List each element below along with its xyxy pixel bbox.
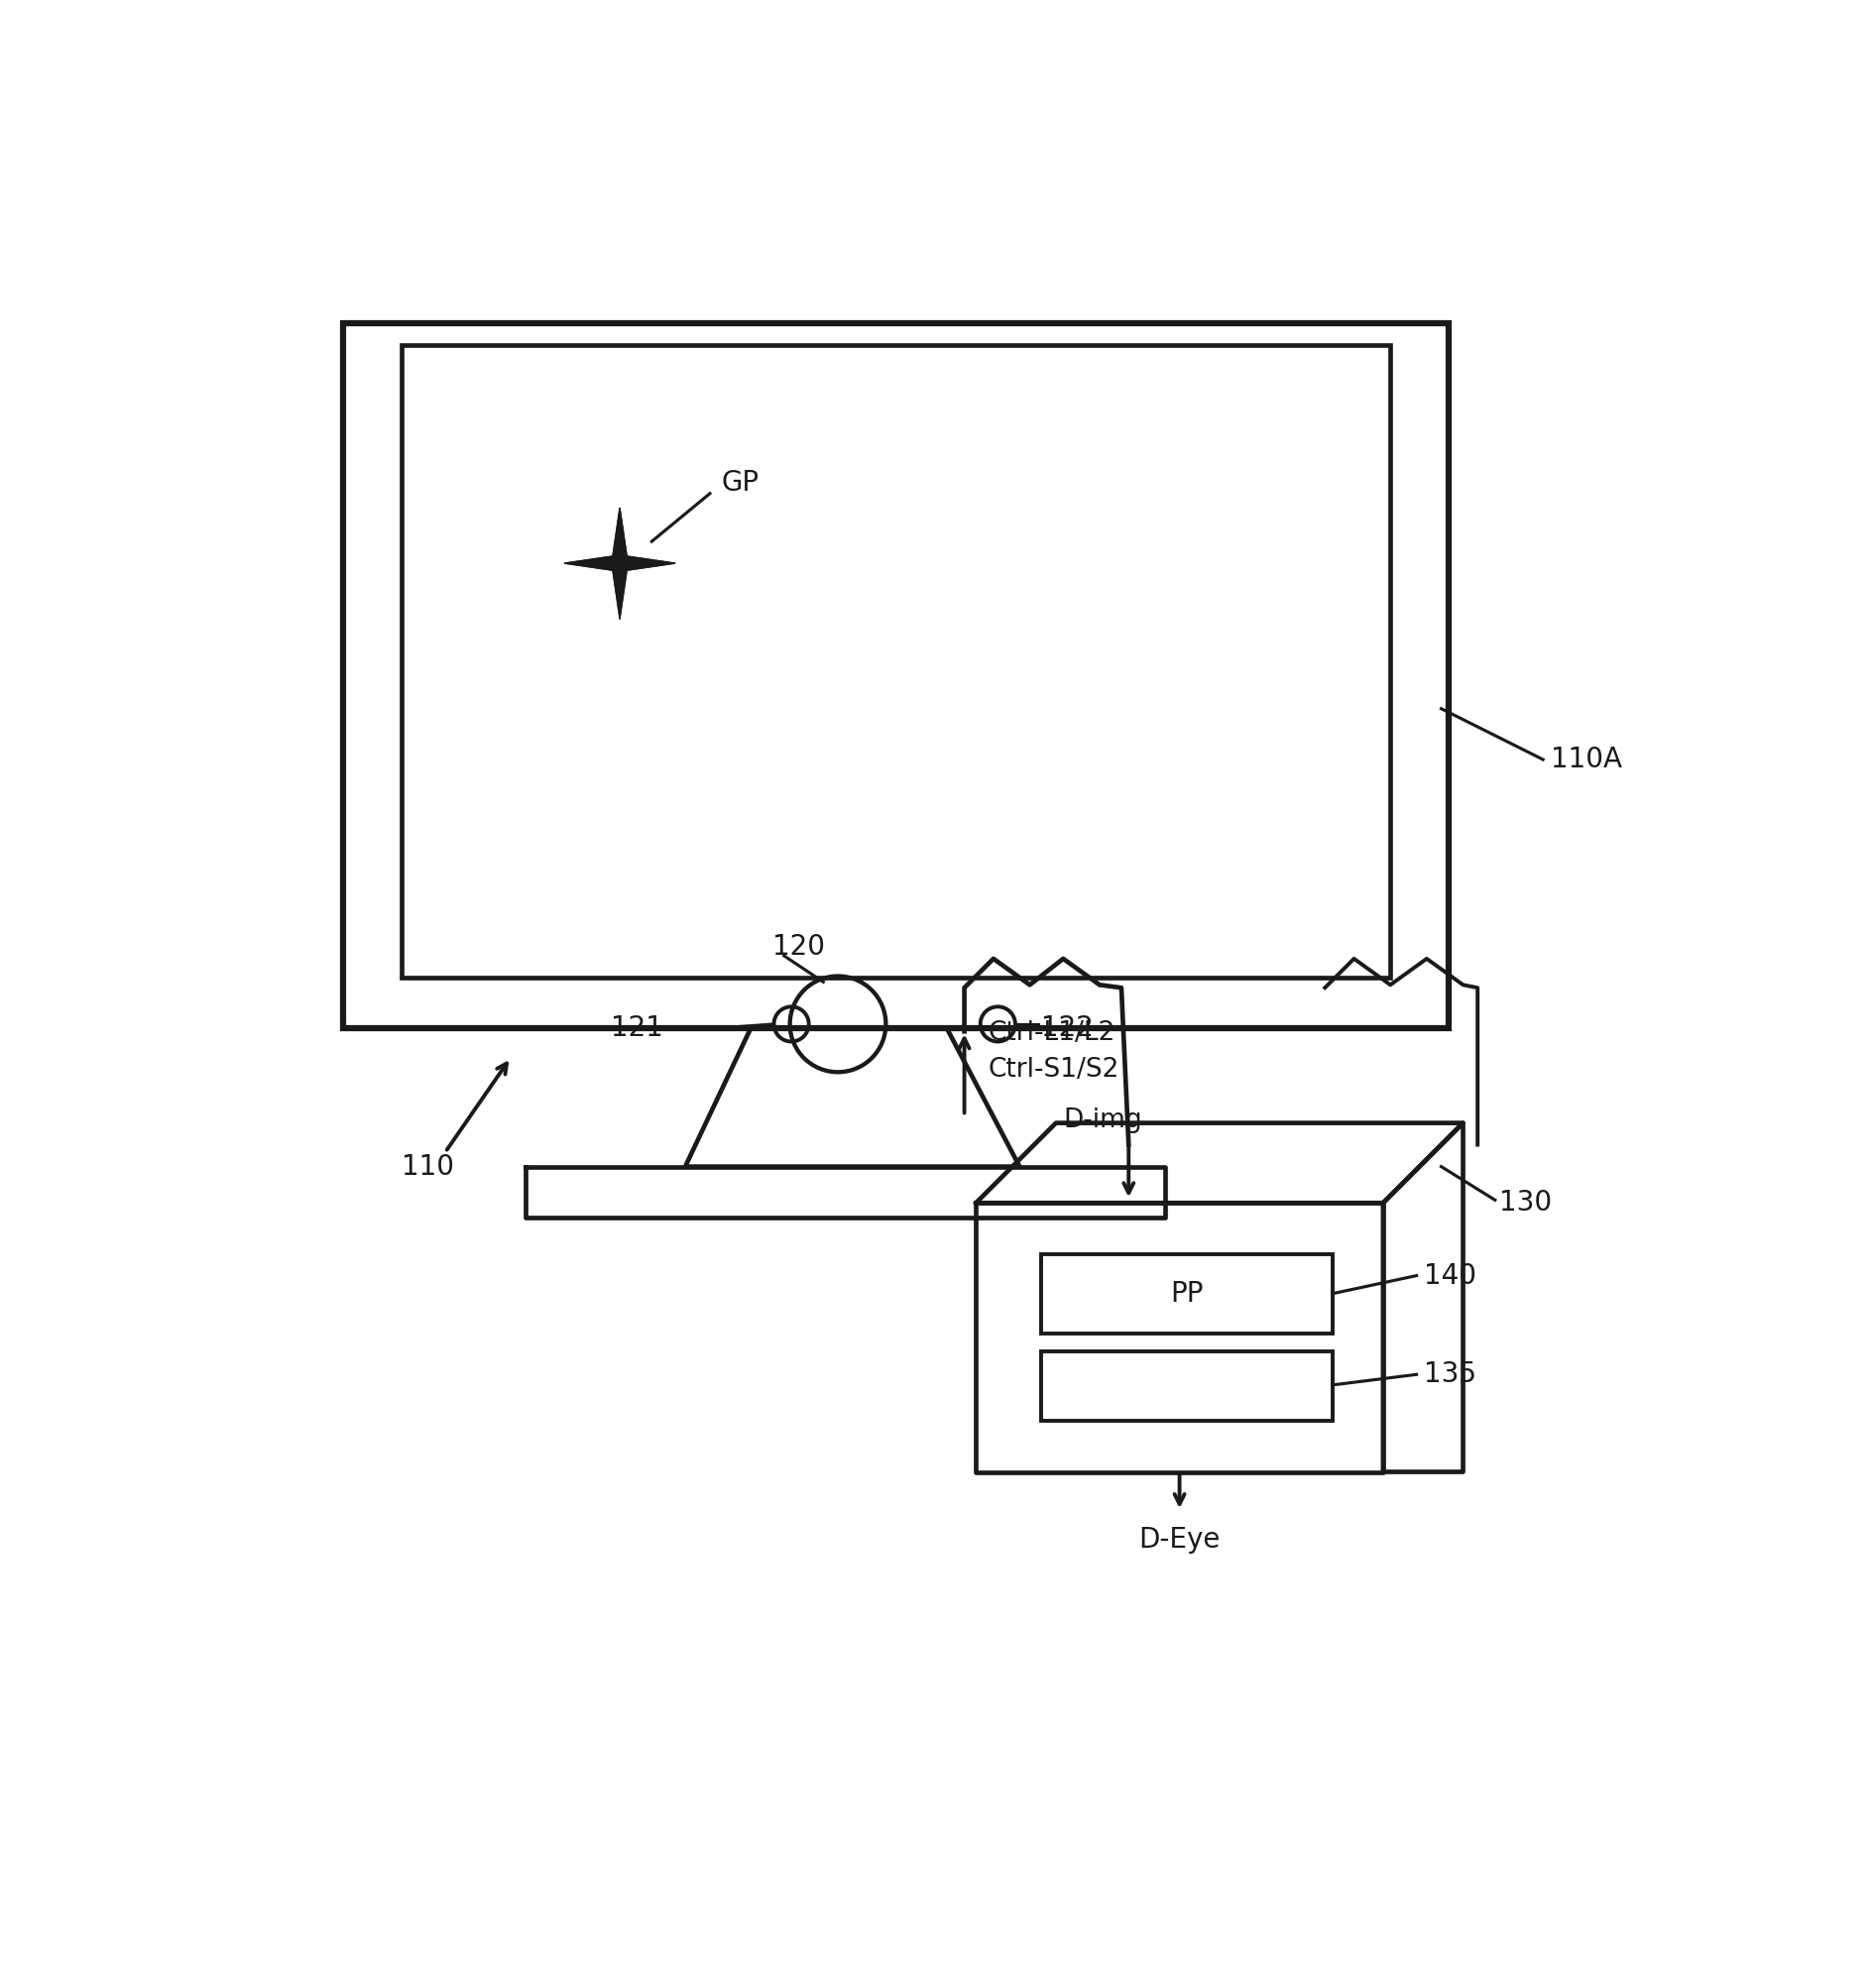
Text: Ctrl-S1/S2: Ctrl-S1/S2 xyxy=(987,1057,1118,1083)
Text: 135: 135 xyxy=(1424,1362,1476,1389)
Text: 110: 110 xyxy=(401,1152,454,1179)
Text: D-Eye: D-Eye xyxy=(1139,1526,1221,1554)
Text: 122: 122 xyxy=(1041,1015,1094,1043)
Bar xyxy=(343,323,1448,1029)
Polygon shape xyxy=(565,509,675,619)
Text: 110A: 110A xyxy=(1550,746,1621,774)
Text: 140: 140 xyxy=(1424,1263,1476,1290)
Text: 120: 120 xyxy=(773,934,825,962)
Text: Ctrl-L1/L2: Ctrl-L1/L2 xyxy=(987,1019,1114,1047)
Text: 121: 121 xyxy=(612,1015,664,1043)
Text: 130: 130 xyxy=(1499,1189,1551,1217)
Text: PP: PP xyxy=(1171,1280,1203,1308)
Bar xyxy=(401,344,1390,978)
Bar xyxy=(1041,1255,1332,1334)
Text: D-img: D-img xyxy=(1064,1108,1142,1134)
Bar xyxy=(1041,1352,1332,1421)
Text: GP: GP xyxy=(722,469,760,497)
